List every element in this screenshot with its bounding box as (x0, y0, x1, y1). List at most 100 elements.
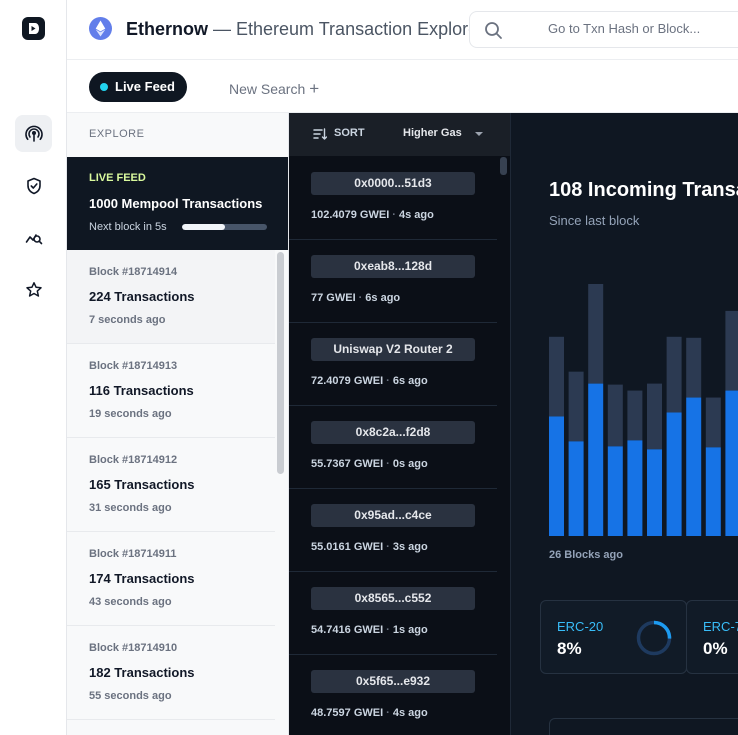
txn-hash[interactable]: 0x95ad...c4ce (311, 504, 475, 527)
bar-segment-secondary (686, 337, 702, 398)
app-logo[interactable] (22, 17, 45, 40)
sort-icon (313, 128, 327, 140)
bar-segment-secondary (666, 336, 682, 413)
transaction-item[interactable]: 0x8c2a...f2d8 55.7367 GWEI · 0s ago (289, 406, 497, 489)
block-age: 31 seconds ago (89, 502, 172, 514)
bar-segment-primary (705, 447, 721, 536)
block-item[interactable]: Block #18714910 182 Transactions 55 seco… (67, 626, 275, 720)
bar-segment-primary (588, 383, 604, 536)
separator-dot: · (386, 707, 390, 719)
block-item[interactable]: Block #18714913 116 Transactions 19 seco… (67, 344, 275, 438)
transactions-panel: SORT Higher Gas 0x0000...51d3 102.4079 G… (289, 113, 511, 735)
nav-rail (0, 0, 67, 735)
live-feed-card[interactable]: LIVE FEED 1000 Mempool Transactions Next… (67, 157, 288, 250)
txn-meta: 55.0161 GWEI · 3s ago (311, 541, 428, 553)
txn-gas: 54.7416 GWEI (311, 624, 384, 636)
search-input[interactable] (548, 21, 738, 36)
dashboard-panel: 108 Incoming Transa Since last block 26 … (511, 113, 738, 735)
block-item[interactable]: Block #18714912 165 Transactions 31 seco… (67, 438, 275, 532)
txn-meta: 72.4079 GWEI · 6s ago (311, 375, 428, 387)
separator-dot: · (386, 541, 390, 553)
txn-gas: 48.7597 GWEI (311, 707, 384, 719)
txn-gas: 102.4079 GWEI (311, 209, 390, 221)
bar-segment-secondary (568, 371, 584, 442)
block-txn-count: 182 Transactions (89, 665, 195, 680)
block-age: 43 seconds ago (89, 596, 172, 608)
bar-segment-primary (666, 412, 682, 536)
tab-new-search-label: New Search (229, 81, 306, 97)
txn-meta: 77 GWEI · 6s ago (311, 292, 400, 304)
block-age: 55 seconds ago (89, 690, 172, 702)
block-age: 7 seconds ago (89, 314, 166, 326)
txn-gas: 55.0161 GWEI (311, 541, 384, 553)
block-number: Block #18714910 (89, 642, 178, 654)
tab-bar: Live Feed New Search + (67, 60, 738, 113)
transaction-list: 0x0000...51d3 102.4079 GWEI · 4s ago 0xeab… (289, 157, 497, 735)
bar-segment-secondary (588, 284, 604, 384)
transaction-item[interactable]: 0x0000...51d3 102.4079 GWEI · 4s ago (289, 157, 497, 240)
txn-age: 4s ago (398, 209, 434, 221)
sort-select-value[interactable]: Higher Gas (403, 127, 462, 139)
sort-bar[interactable]: SORT Higher Gas (289, 113, 510, 156)
txn-hash[interactable]: 0x8565...c552 (311, 587, 475, 610)
txn-gas: 55.7367 GWEI (311, 458, 384, 470)
txn-age: 3s ago (392, 541, 428, 553)
txn-hash[interactable]: 0x5f65...e932 (311, 670, 475, 693)
bar-segment-primary (607, 446, 623, 536)
block-item[interactable]: Block #18714914 224 Transactions 7 secon… (67, 250, 275, 344)
bar-segment-secondary (627, 390, 643, 441)
incoming-transactions-title: 108 Incoming Transa (549, 179, 738, 201)
txn-hash[interactable]: 0xeab8...128d (311, 255, 475, 278)
bar-segment-primary (549, 416, 564, 536)
transaction-item[interactable]: 0x5f65...e932 48.7597 GWEI · 4s ago (289, 655, 497, 735)
stat-value: 8% (557, 639, 582, 658)
next-block-progress (182, 224, 267, 230)
dashboard-card (549, 718, 738, 735)
nav-favorites[interactable] (15, 271, 52, 308)
nav-live-feed[interactable] (15, 115, 52, 152)
transaction-list-scrollbar[interactable] (500, 157, 507, 175)
txn-hash[interactable]: 0x0000...51d3 (311, 172, 475, 195)
nav-security[interactable] (15, 167, 52, 204)
txn-hash[interactable]: Uniswap V2 Router 2 (311, 338, 475, 361)
block-number: Block #18714914 (89, 266, 178, 278)
block-txn-count: 116 Transactions (89, 383, 194, 398)
separator-dot: · (392, 209, 396, 221)
page-subtitle: — Ethereum Transaction Explorer (208, 19, 485, 39)
bar-segment-secondary (705, 397, 721, 448)
chart-search-icon (25, 233, 42, 244)
bar-segment-primary (627, 440, 643, 536)
bar-segment-secondary (607, 384, 623, 447)
live-indicator-dot (100, 83, 108, 91)
stat-card: ERC-20 8% (540, 600, 687, 674)
broadcast-icon (24, 125, 43, 142)
progress-ring-icon (636, 620, 672, 656)
brand-name: Ethernow (126, 19, 209, 39)
separator-dot: · (386, 375, 390, 387)
page-title: Ethernow — Ethereum Transaction Explorer (126, 19, 484, 40)
bar-segment-primary (686, 397, 702, 536)
block-list-scrollbar[interactable] (277, 252, 284, 474)
txn-hash[interactable]: 0x8c2a...f2d8 (311, 421, 475, 444)
tab-live-feed[interactable]: Live Feed (89, 72, 187, 102)
txn-gas: 77 GWEI (311, 292, 356, 304)
block-item[interactable]: Block #18714911 174 Transactions 43 seco… (67, 532, 275, 626)
bar-segment-primary (568, 441, 584, 536)
live-feed-label: LIVE FEED (89, 172, 146, 184)
shield-check-icon (26, 177, 41, 194)
plus-icon: + (309, 79, 320, 98)
bar-segment-secondary (549, 336, 564, 417)
txn-meta: 102.4079 GWEI · 4s ago (311, 209, 434, 221)
transaction-item[interactable]: Uniswap V2 Router 2 72.4079 GWEI · 6s ago (289, 323, 497, 406)
nav-analytics[interactable] (15, 219, 52, 256)
tab-new-search[interactable]: New Search + (229, 79, 319, 99)
transaction-item[interactable]: 0xeab8...128d 77 GWEI · 6s ago (289, 240, 497, 323)
transaction-item[interactable]: 0x95ad...c4ce 55.0161 GWEI · 3s ago (289, 489, 497, 572)
bar-segment-primary (725, 390, 738, 536)
next-block-text: Next block in 5s (89, 221, 167, 233)
bar-segment-secondary (647, 383, 662, 450)
transaction-item[interactable]: 0x8565...c552 54.7416 GWEI · 1s ago (289, 572, 497, 655)
search-box[interactable] (469, 11, 738, 48)
separator-dot: · (386, 458, 390, 470)
stat-label: ERC-7 (703, 619, 738, 634)
